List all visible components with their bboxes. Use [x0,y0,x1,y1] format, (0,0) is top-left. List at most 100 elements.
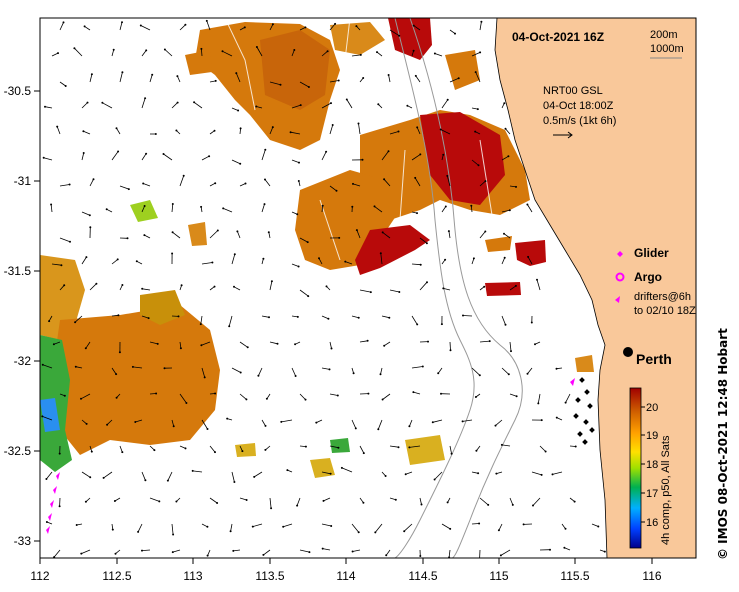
current-vector [296,497,301,506]
current-vector-head [357,316,360,319]
current-vector-head [551,473,554,476]
current-vector [329,185,337,192]
current-vector-head [244,182,247,185]
current-vector-head [216,502,219,504]
current-vector [471,159,479,166]
current-vector [119,72,123,83]
current-vector [111,314,119,317]
current-vector [449,77,459,83]
current-vector-head [74,365,77,368]
current-vector-head [398,291,401,293]
current-vector-head [540,473,543,476]
current-vector-head [166,479,169,482]
current-vector-head [444,258,447,261]
current-vector-head [297,180,300,182]
current-vector [382,393,391,400]
current-vector [536,279,541,291]
x-tick-label: 114.5 [408,569,437,583]
current-vector-head [329,472,332,475]
current-vector-head [286,469,289,472]
current-vector [269,497,272,509]
current-vector [269,341,278,345]
current-vector-head [145,152,148,155]
current-vector-head [454,32,456,35]
current-vector [269,81,281,86]
legend: Glider Argo drifters@6h to 02/10 18Z [615,246,696,317]
current-vector-head [351,205,354,208]
current-vector-head [503,102,506,105]
current-vector-head [158,500,161,503]
current-vector [59,237,71,243]
current-vector [252,523,263,527]
current-vector-head [206,554,209,557]
current-vector-head [216,229,219,232]
current-vector-head [48,320,51,323]
current-vector-head [193,101,196,104]
current-vector-head [344,260,347,263]
current-vector-head [373,205,376,208]
current-vector [111,49,115,57]
current-vector [329,341,332,349]
current-vector [377,419,383,430]
current-vector [500,549,511,556]
current-vector [111,367,117,375]
current-vector [144,234,151,239]
current-vector [209,230,219,239]
current-vector [374,523,383,533]
current-vector [321,50,328,57]
legend-glider: Glider [634,246,669,260]
current-vector-head [267,231,270,234]
current-vector-head [355,229,358,232]
current-vector [149,445,155,451]
current-vector [116,127,121,135]
current-vector [462,315,473,317]
current-vector [81,471,91,478]
current-scale-arrow [553,131,573,139]
colorbar [629,387,642,549]
current-vector-head [264,148,267,151]
current-vector-head [383,178,386,181]
legend-drifters-1: drifters@6h [634,291,691,303]
current-vector-head [383,344,386,347]
current-vector-head [50,203,53,206]
current-vector-head [200,205,203,208]
current-vector-head [271,23,274,26]
current-vector-head [176,75,179,78]
current-vector-head [172,533,175,536]
current-vector-head [118,351,121,354]
current-vector-head [263,203,266,206]
current-vector-head [476,108,479,111]
current-vector-head [307,295,310,298]
current-vector [471,367,481,376]
current-vector-head [449,349,452,352]
current-vector [179,341,182,349]
current-vector-head [479,560,481,562]
current-vector-head [213,129,216,132]
current-vector-head [175,129,178,132]
current-vector-head [239,127,242,130]
current-vector-head [44,105,46,108]
current-vector [283,523,293,528]
current-vector-head [171,231,174,234]
current-vector-head [102,476,105,479]
current-vector [141,471,146,481]
current-vector-head [175,500,178,503]
current-vector [74,47,83,57]
current-vector [299,549,310,553]
current-vector [56,126,61,135]
current-vector-head [64,85,67,87]
current-vector-head [484,180,487,183]
current-vector-head [163,367,166,370]
current-vector [564,547,571,551]
current-vector [501,209,510,213]
current-vector-head [214,182,217,185]
current-vector [498,523,503,531]
plot-frame [39,17,697,559]
current-vector-head [540,419,543,422]
current-vector-head [176,101,179,104]
current-vector [171,203,174,213]
current-scale: 0.5m/s (1kt 6h) [543,115,616,127]
current-vector [479,231,486,239]
current-vector-head [63,394,66,397]
current-vector-head [515,185,517,188]
